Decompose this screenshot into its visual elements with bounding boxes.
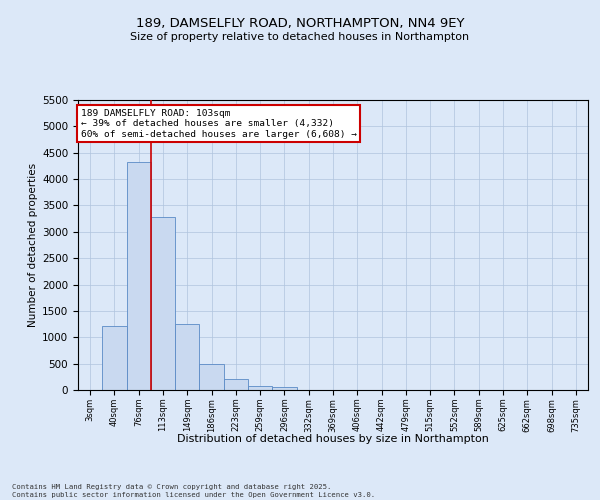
Text: 189 DAMSELFLY ROAD: 103sqm
← 39% of detached houses are smaller (4,332)
60% of s: 189 DAMSELFLY ROAD: 103sqm ← 39% of deta… bbox=[80, 108, 356, 138]
Bar bbox=[248, 386, 272, 390]
Bar bbox=[224, 380, 248, 390]
Bar bbox=[199, 364, 224, 390]
Bar bbox=[272, 388, 296, 390]
Text: Contains HM Land Registry data © Crown copyright and database right 2025.
Contai: Contains HM Land Registry data © Crown c… bbox=[12, 484, 375, 498]
X-axis label: Distribution of detached houses by size in Northampton: Distribution of detached houses by size … bbox=[177, 434, 489, 444]
Bar bbox=[175, 324, 199, 390]
Bar bbox=[127, 162, 151, 390]
Y-axis label: Number of detached properties: Number of detached properties bbox=[28, 163, 38, 327]
Bar bbox=[102, 326, 127, 390]
Text: 189, DAMSELFLY ROAD, NORTHAMPTON, NN4 9EY: 189, DAMSELFLY ROAD, NORTHAMPTON, NN4 9E… bbox=[136, 18, 464, 30]
Text: Size of property relative to detached houses in Northampton: Size of property relative to detached ho… bbox=[130, 32, 470, 42]
Bar bbox=[151, 217, 175, 390]
